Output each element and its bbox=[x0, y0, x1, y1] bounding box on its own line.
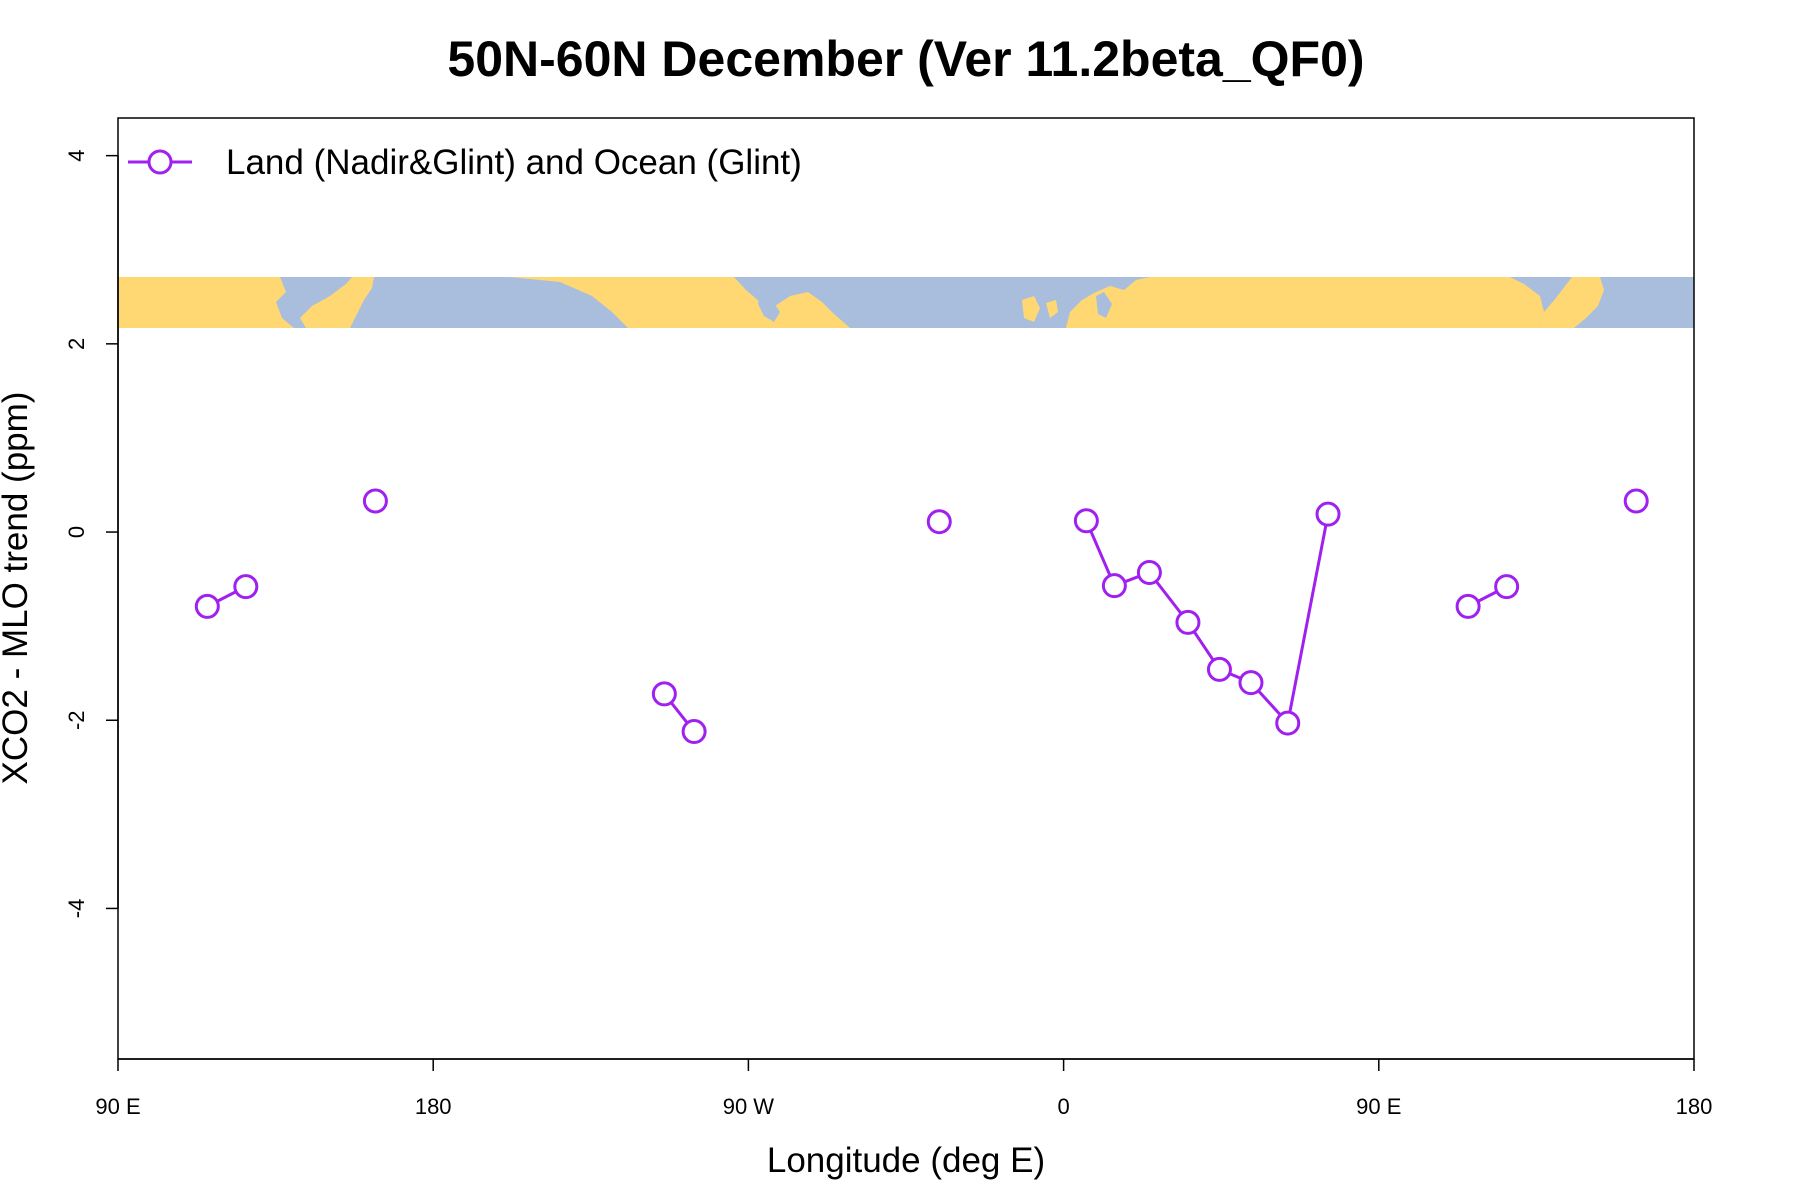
data-point bbox=[1275, 710, 1301, 736]
y-tick-label: 4 bbox=[64, 150, 89, 162]
x-axis: 90 E 180 90 W 0 90 E 180 bbox=[95, 1058, 1713, 1119]
y-axis: 4 2 0 -2 -4 bbox=[64, 150, 119, 919]
world-map-strip bbox=[118, 277, 1694, 328]
data-point bbox=[1315, 501, 1341, 527]
data-point bbox=[194, 593, 220, 619]
legend: Land (Nadir&Glint) and Ocean (Glint) bbox=[128, 143, 802, 182]
y-tick-label: 2 bbox=[64, 338, 89, 350]
plot-frame bbox=[117, 117, 1695, 1060]
x-tick-label: 90 E bbox=[1356, 1094, 1401, 1119]
x-tick-label: 180 bbox=[1676, 1094, 1713, 1119]
legend-marker-sample bbox=[147, 149, 173, 175]
y-tick-label: 0 bbox=[64, 526, 89, 538]
series-layer bbox=[194, 488, 1649, 745]
x-axis-label: Longitude (deg E) bbox=[767, 1141, 1045, 1180]
y-axis-label: XCO2 - MLO trend (ppm) bbox=[0, 392, 35, 785]
data-point bbox=[1494, 574, 1520, 600]
x-tick-label: 90 E bbox=[95, 1094, 140, 1119]
x-tick-label: 0 bbox=[1057, 1094, 1069, 1119]
y-tick-label: -2 bbox=[64, 710, 89, 730]
data-point bbox=[926, 509, 952, 535]
x-tick-label: 90 W bbox=[723, 1094, 775, 1119]
data-point bbox=[1455, 593, 1481, 619]
data-point bbox=[1101, 573, 1127, 599]
data-point bbox=[1136, 560, 1162, 586]
data-point bbox=[1206, 656, 1232, 682]
chart-title: 50N-60N December (Ver 11.2beta_QF0) bbox=[447, 31, 1364, 87]
series-line bbox=[1084, 513, 1330, 727]
data-point bbox=[362, 488, 388, 514]
data-point bbox=[651, 681, 677, 707]
data-point bbox=[1175, 609, 1201, 635]
data-point bbox=[681, 719, 707, 745]
x-tick-label: 180 bbox=[415, 1094, 452, 1119]
legend-label: Land (Nadir&Glint) and Ocean (Glint) bbox=[226, 143, 802, 182]
data-point bbox=[1073, 508, 1099, 534]
data-point bbox=[233, 574, 259, 600]
y-tick-label: -4 bbox=[64, 899, 89, 919]
data-point bbox=[1623, 488, 1649, 514]
data-point bbox=[1238, 670, 1264, 696]
